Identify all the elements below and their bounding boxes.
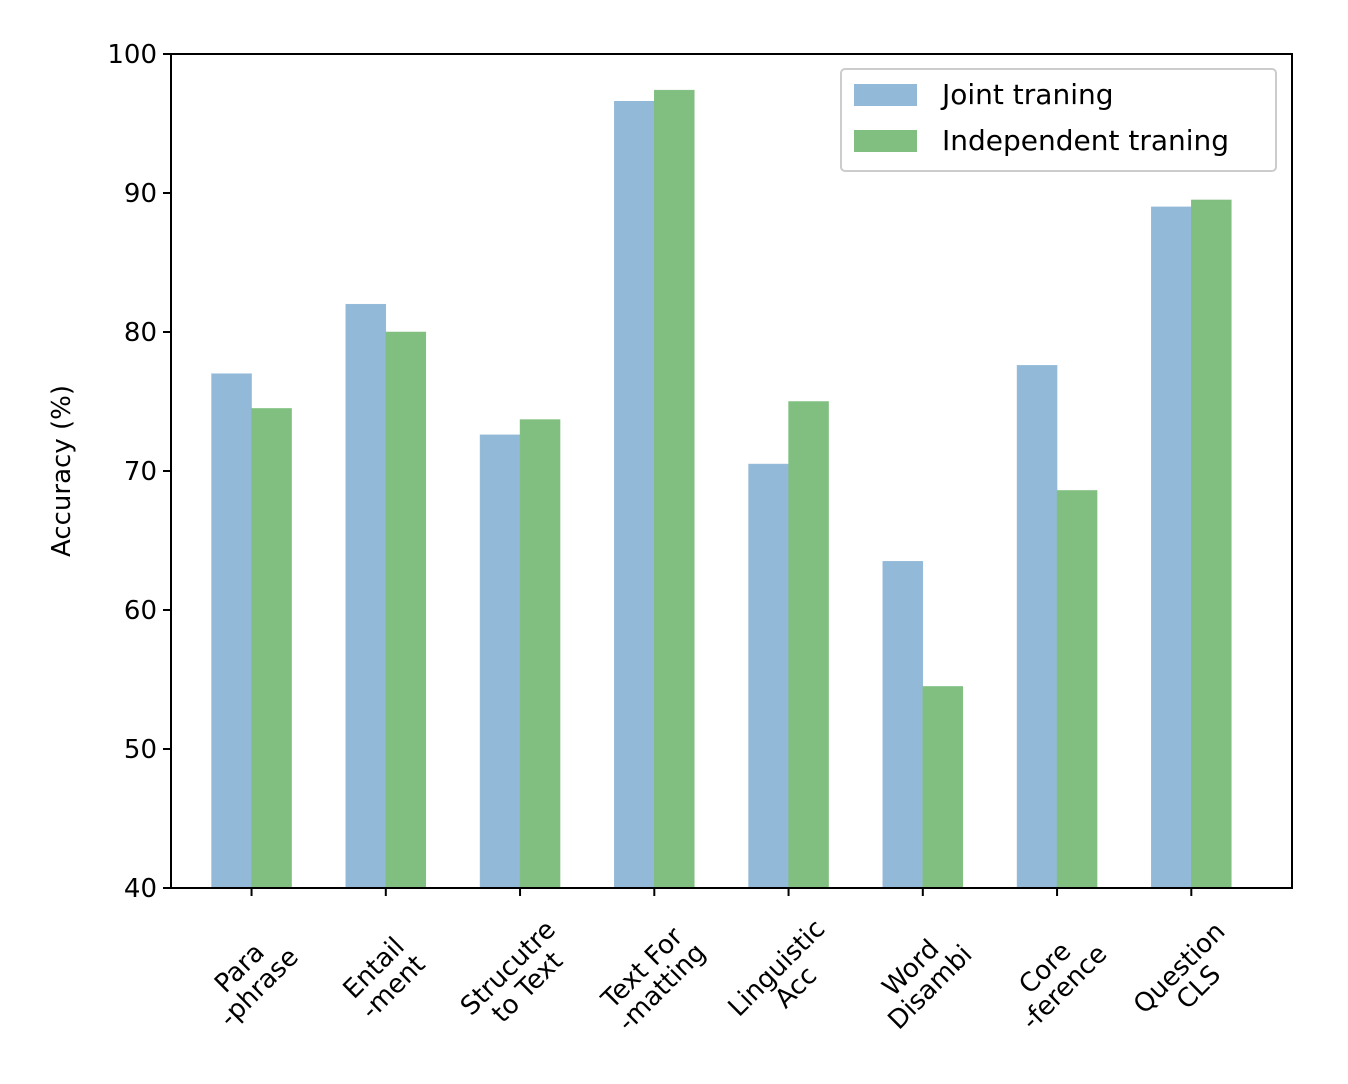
bar-joint-5 <box>882 561 924 889</box>
legend-swatch-0 <box>854 84 917 106</box>
x-tick-label: Text For-matting <box>593 918 712 1037</box>
legend-swatch-1 <box>854 130 917 152</box>
bar-independent-1 <box>385 331 427 889</box>
bars-layer <box>211 89 1232 889</box>
x-tick-label: Para-phrase <box>194 923 304 1033</box>
bar-independent-0 <box>251 408 292 889</box>
x-tick-label: LinguisticAcc <box>723 914 851 1042</box>
x-tick-label: Strucutreto Text <box>455 915 581 1041</box>
y-tick-label: 40 <box>124 874 157 904</box>
y-tick-label: 70 <box>124 457 157 487</box>
bar-independent-4 <box>788 401 829 889</box>
y-tick-label: 80 <box>124 318 157 348</box>
x-tick-label: QuestionCLS <box>1128 917 1251 1040</box>
bar-independent-6 <box>1056 490 1098 889</box>
bar-independent-3 <box>654 89 695 889</box>
x-tick-label: Core-ference <box>997 920 1113 1036</box>
bar-joint-3 <box>614 101 655 889</box>
x-tick-label-line: Linguistic <box>723 914 832 1023</box>
bar-joint-4 <box>748 463 789 889</box>
y-tick-label: 100 <box>107 40 157 70</box>
bar-joint-0 <box>211 373 252 889</box>
x-axis: Para-phrase Entail-ment Strucutreto Text Te… <box>194 888 1251 1042</box>
bar-independent-2 <box>519 419 561 889</box>
legend: Joint traning Independent traning <box>840 68 1277 172</box>
x-tick-label: WordDisambi <box>863 920 978 1035</box>
bar-independent-7 <box>1191 199 1232 889</box>
bar-joint-2 <box>479 434 521 889</box>
x-tick-label: Entail-ment <box>336 930 431 1025</box>
axes-frame <box>170 53 1293 889</box>
legend-label-0: Joint traning <box>940 78 1114 111</box>
y-tick-label: 60 <box>124 596 157 626</box>
bar-joint-7 <box>1151 206 1192 889</box>
bar-joint-6 <box>1016 365 1058 889</box>
x-tick-label-line: Question <box>1128 917 1231 1020</box>
y-tick-label: 50 <box>124 735 157 765</box>
bar-independent-5 <box>922 686 964 889</box>
legend-label-1: Independent traning <box>942 124 1229 157</box>
legend-box <box>840 68 1277 172</box>
y-axis-label: Accuracy (%) <box>47 385 77 557</box>
y-axis: 40 50 60 70 80 90 100 <box>107 40 171 904</box>
bar-joint-1 <box>345 303 387 889</box>
y-tick-label: 90 <box>124 179 157 209</box>
